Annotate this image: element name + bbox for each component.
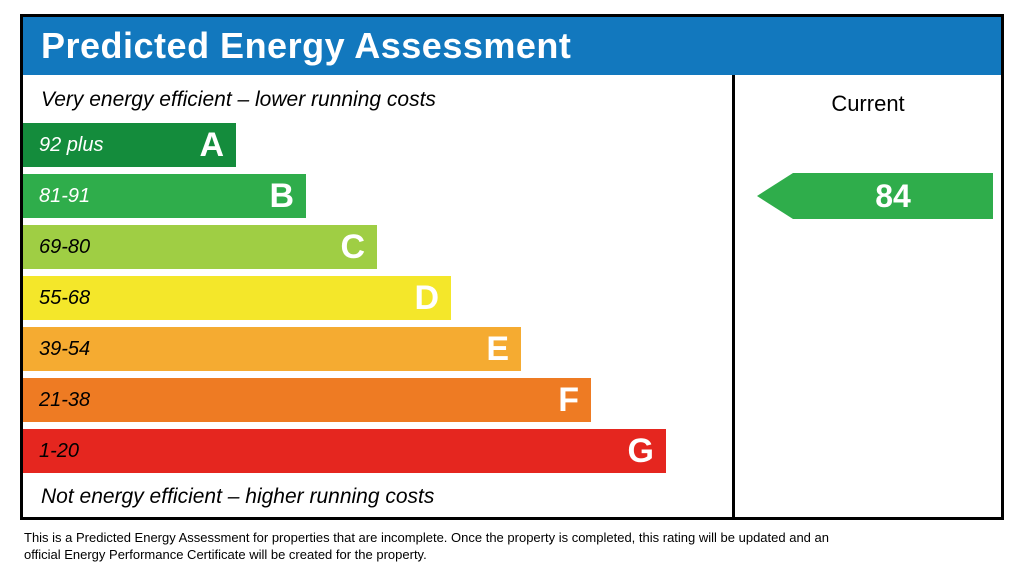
band-range-label: 69-80 xyxy=(39,236,90,259)
band-range-label: 21-38 xyxy=(39,389,90,412)
footer-note: This is a Predicted Energy Assessment fo… xyxy=(24,530,884,564)
band-letter: G xyxy=(628,434,654,468)
band-b: 81-91 B xyxy=(23,174,306,218)
band-letter: D xyxy=(414,281,439,315)
band-d: 55-68 D xyxy=(23,276,451,320)
page: Predicted Energy Assessment Very energy … xyxy=(0,0,1024,576)
band-c: 69-80 C xyxy=(23,225,377,269)
bands: 92 plus A 81-91 B 69-80 C 55-68 D 39-54 E 21-38 F 1-… xyxy=(23,123,732,473)
efficient-label: Very energy efficient – lower running co… xyxy=(23,75,732,123)
energy-assessment-panel: Predicted Energy Assessment Very energy … xyxy=(20,14,1004,520)
band-letter: F xyxy=(558,383,579,417)
band-e: 39-54 E xyxy=(23,327,521,371)
band-range-label: 39-54 xyxy=(39,338,90,361)
panel-body: Very energy efficient – lower running co… xyxy=(23,75,1001,517)
footer-line-2: official Energy Performance Certificate … xyxy=(24,547,884,564)
current-rating-value: 84 xyxy=(793,173,993,219)
band-letter: E xyxy=(486,332,509,366)
panel-header: Predicted Energy Assessment xyxy=(23,17,1001,75)
inefficient-label: Not energy efficient – higher running co… xyxy=(41,485,434,509)
current-column: Current 84 xyxy=(735,75,1001,517)
arrow-tip-icon xyxy=(757,173,793,219)
band-range-label: 55-68 xyxy=(39,287,90,310)
current-arrow: 84 xyxy=(757,173,993,219)
footer-line-1: This is a Predicted Energy Assessment fo… xyxy=(24,530,884,547)
band-a: 92 plus A xyxy=(23,123,236,167)
band-range-label: 81-91 xyxy=(39,185,90,208)
band-f: 21-38 F xyxy=(23,378,591,422)
current-header: Current xyxy=(735,75,1001,117)
band-letter: C xyxy=(340,230,365,264)
band-g: 1-20 G xyxy=(23,429,666,473)
band-letter: B xyxy=(269,179,294,213)
band-range-label: 1-20 xyxy=(39,440,79,463)
page-title: Predicted Energy Assessment xyxy=(41,25,571,67)
band-range-label: 92 plus xyxy=(39,134,104,157)
rating-chart: Very energy efficient – lower running co… xyxy=(23,75,735,517)
band-letter: A xyxy=(199,128,224,162)
